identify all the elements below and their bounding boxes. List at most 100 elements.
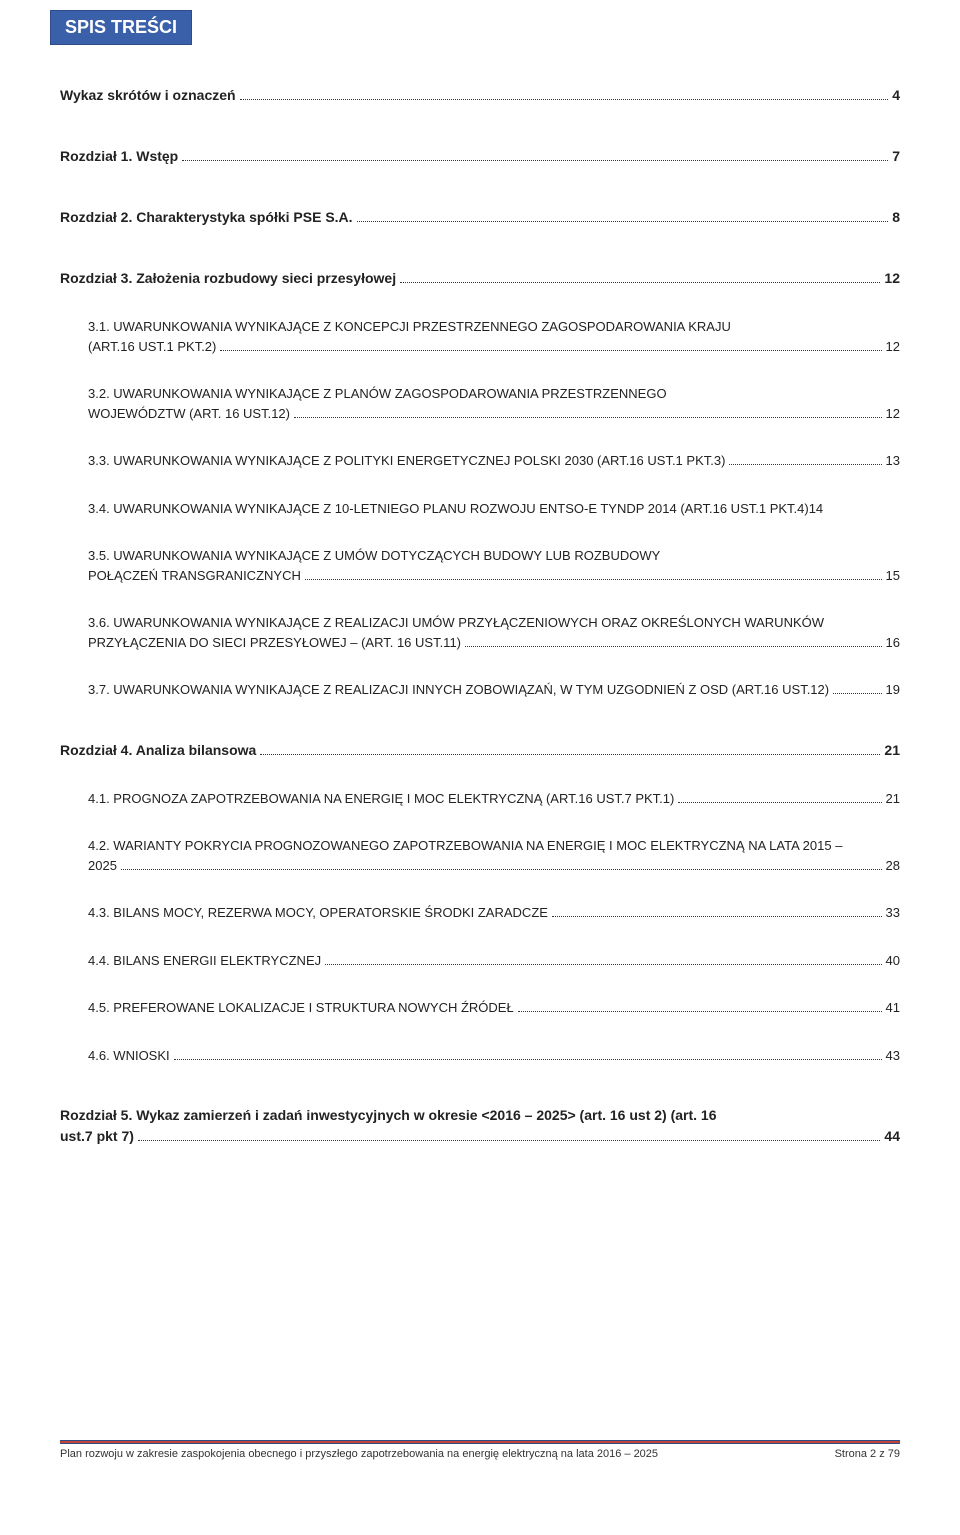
toc-entry-line2-row: WOJEWÓDZTW (ART. 16 UST.12) 12	[88, 404, 900, 424]
toc-leader-dots	[138, 1130, 881, 1141]
toc-entry-text: 4.4. BILANS ENERGII ELEKTRYCZNEJ	[88, 951, 321, 971]
toc-entry-multiline: 3.2. UWARUNKOWANIA WYNIKAJĄCE Z PLANÓW Z…	[88, 384, 900, 423]
toc-entry-page: 19	[886, 680, 900, 700]
toc-entry-line2-row: POŁĄCZEŃ TRANSGRANICZNYCH 15	[88, 566, 900, 586]
toc-entry[interactable]: Rozdział 5. Wykaz zamierzeń i zadań inwe…	[60, 1105, 900, 1147]
toc-entry-text-line1: 3.1. UWARUNKOWANIA WYNIKAJĄCE Z KONCEPCJ…	[88, 317, 900, 337]
toc-entry-text-line1: 3.6. UWARUNKOWANIA WYNIKAJĄCE Z REALIZAC…	[88, 613, 900, 633]
toc-entry[interactable]: 4.3. BILANS MOCY, REZERWA MOCY, OPERATOR…	[88, 903, 900, 923]
toc-entry-text: 3.7. UWARUNKOWANIA WYNIKAJĄCE Z REALIZAC…	[88, 680, 829, 700]
toc-entry[interactable]: Rozdział 4. Analiza bilansowa 21	[60, 740, 900, 761]
toc-entry-text-line2: 2025	[88, 856, 117, 876]
toc-entry-text: 3.3. UWARUNKOWANIA WYNIKAJĄCE Z POLITYKI…	[88, 451, 725, 471]
toc-leader-dots	[552, 907, 882, 917]
toc-entry-text-line2: PRZYŁĄCZENIA DO SIECI PRZESYŁOWEJ – (ART…	[88, 633, 461, 653]
toc-entry-multiline: 3.6. UWARUNKOWANIA WYNIKAJĄCE Z REALIZAC…	[88, 613, 900, 652]
toc-leader-dots	[220, 340, 881, 350]
toc-entry[interactable]: 4.1. PROGNOZA ZAPOTRZEBOWANIA NA ENERGIĘ…	[88, 789, 900, 809]
toc-entry[interactable]: 4.6. WNIOSKI 43	[88, 1046, 900, 1066]
toc-entry-multiline: 3.1. UWARUNKOWANIA WYNIKAJĄCE Z KONCEPCJ…	[88, 317, 900, 356]
toc-entry-text: Rozdział 4. Analiza bilansowa	[60, 740, 256, 761]
toc-entry[interactable]: 3.7. UWARUNKOWANIA WYNIKAJĄCE Z REALIZAC…	[88, 680, 900, 700]
toc-entry-text: 4.5. PREFEROWANE LOKALIZACJE I STRUKTURA…	[88, 998, 514, 1018]
toc-entry[interactable]: Wykaz skrótów i oznaczeń 4	[60, 85, 900, 106]
footer-right-text: Strona 2 z 79	[835, 1448, 900, 1460]
toc-entry-page: 15	[886, 566, 900, 586]
toc-entry[interactable]: 4.5. PREFEROWANE LOKALIZACJE I STRUKTURA…	[88, 998, 900, 1018]
toc-leader-dots	[400, 272, 880, 283]
toc-leader-dots	[465, 636, 882, 646]
toc-leader-dots	[121, 859, 882, 869]
toc-entry[interactable]: 4.4. BILANS ENERGII ELEKTRYCZNEJ 40	[88, 951, 900, 971]
toc-entry-text-line2: (ART.16 UST.1 PKT.2)	[88, 337, 216, 357]
toc-entry-text-line2: WOJEWÓDZTW (ART. 16 UST.12)	[88, 404, 290, 424]
toc-leader-dots	[240, 89, 889, 100]
toc-entry-text: 4.1. PROGNOZA ZAPOTRZEBOWANIA NA ENERGIĘ…	[88, 789, 674, 809]
toc-leader-dots	[294, 407, 882, 417]
toc-leader-dots	[305, 569, 882, 579]
toc-leader-dots	[260, 743, 880, 754]
toc-leader-dots	[678, 792, 881, 802]
toc-entry-text-line1: Rozdział 5. Wykaz zamierzeń i zadań inwe…	[60, 1105, 900, 1126]
toc-entry-line2-row: (ART.16 UST.1 PKT.2) 12	[88, 337, 900, 357]
toc-entry-page: 8	[892, 207, 900, 228]
toc-leader-dots	[729, 455, 881, 465]
toc-entry-text: 4.3. BILANS MOCY, REZERWA MOCY, OPERATOR…	[88, 903, 548, 923]
toc-entry-line2-row: ust.7 pkt 7) 44	[60, 1126, 900, 1147]
toc-entry-line2-row: PRZYŁĄCZENIA DO SIECI PRZESYŁOWEJ – (ART…	[88, 633, 900, 653]
toc-entry-page: 14	[809, 499, 823, 519]
toc-leader-dots	[357, 211, 889, 222]
toc-entry-page: 4	[892, 85, 900, 106]
toc-entry-text: Rozdział 1. Wstęp	[60, 146, 178, 167]
toc-entry[interactable]: 3.4. UWARUNKOWANIA WYNIKAJĄCE Z 10-LETNI…	[88, 499, 900, 519]
toc-entry[interactable]: Rozdział 3. Założenia rozbudowy sieci pr…	[60, 268, 900, 289]
toc-entry[interactable]: 3.6. UWARUNKOWANIA WYNIKAJĄCE Z REALIZAC…	[88, 613, 900, 652]
toc-leader-dots	[325, 954, 881, 964]
toc-entry[interactable]: Rozdział 1. Wstęp 7	[60, 146, 900, 167]
toc-entry-page: 44	[884, 1126, 900, 1147]
toc-leader-dots	[518, 1002, 882, 1012]
toc-entry-line2-row: 2025 28	[88, 856, 900, 876]
toc-entry-text-line2: ust.7 pkt 7)	[60, 1126, 134, 1147]
toc-entry[interactable]: 4.2. WARIANTY POKRYCIA PROGNOZOWANEGO ZA…	[88, 836, 900, 875]
toc-header-text: SPIS TREŚCI	[65, 17, 177, 37]
footer-divider	[60, 1440, 900, 1444]
toc-entry[interactable]: 3.1. UWARUNKOWANIA WYNIKAJĄCE Z KONCEPCJ…	[88, 317, 900, 356]
toc-leader-dots	[182, 150, 888, 161]
toc-entry[interactable]: 3.3. UWARUNKOWANIA WYNIKAJĄCE Z POLITYKI…	[88, 451, 900, 471]
toc-entry-multiline: 3.5. UWARUNKOWANIA WYNIKAJĄCE Z UMÓW DOT…	[88, 546, 900, 585]
toc-entry-page: 16	[886, 633, 900, 653]
toc-list: Wykaz skrótów i oznaczeń 4 Rozdział 1. Wst…	[60, 85, 900, 1147]
toc-entry[interactable]: Rozdział 2. Charakterystyka spółki PSE S…	[60, 207, 900, 228]
page-footer: Plan rozwoju w zakresie zaspokojenia obe…	[60, 1440, 900, 1460]
toc-entry-text-line1: 4.2. WARIANTY POKRYCIA PROGNOZOWANEGO ZA…	[88, 836, 900, 856]
toc-entry-text: Rozdział 2. Charakterystyka spółki PSE S…	[60, 207, 353, 228]
toc-entry-page: 13	[886, 451, 900, 471]
toc-entry-text-line1: 3.5. UWARUNKOWANIA WYNIKAJĄCE Z UMÓW DOT…	[88, 546, 900, 566]
footer-row: Plan rozwoju w zakresie zaspokojenia obe…	[60, 1448, 900, 1460]
toc-entry-text-line2: POŁĄCZEŃ TRANSGRANICZNYCH	[88, 566, 301, 586]
toc-entry[interactable]: 3.2. UWARUNKOWANIA WYNIKAJĄCE Z PLANÓW Z…	[88, 384, 900, 423]
toc-entry-page: 12	[886, 404, 900, 424]
toc-entry-multiline: Rozdział 5. Wykaz zamierzeń i zadań inwe…	[60, 1105, 900, 1147]
toc-entry-page: 12	[884, 268, 900, 289]
toc-entry-page: 12	[886, 337, 900, 357]
toc-entry-multiline: 4.2. WARIANTY POKRYCIA PROGNOZOWANEGO ZA…	[88, 836, 900, 875]
toc-entry-text: Rozdział 3. Założenia rozbudowy sieci pr…	[60, 268, 396, 289]
toc-entry-page: 21	[886, 789, 900, 809]
toc-entry-text: 4.6. WNIOSKI	[88, 1046, 170, 1066]
toc-entry-page: 7	[892, 146, 900, 167]
toc-entry-text: Wykaz skrótów i oznaczeń	[60, 85, 236, 106]
toc-leader-dots	[174, 1049, 882, 1059]
toc-leader-dots	[833, 684, 881, 694]
toc-entry-page: 21	[884, 740, 900, 761]
footer-left-text: Plan rozwoju w zakresie zaspokojenia obe…	[60, 1448, 658, 1460]
page-container: SPIS TREŚCI Wykaz skrótów i oznaczeń 4 Roz…	[0, 0, 960, 1480]
toc-entry-text-line1: 3.2. UWARUNKOWANIA WYNIKAJĄCE Z PLANÓW Z…	[88, 384, 900, 404]
toc-entry-page: 28	[886, 856, 900, 876]
toc-entry-page: 40	[886, 951, 900, 971]
toc-entry-page: 43	[886, 1046, 900, 1066]
toc-entry-text: 3.4. UWARUNKOWANIA WYNIKAJĄCE Z 10-LETNI…	[88, 499, 809, 519]
toc-header-tab: SPIS TREŚCI	[50, 10, 192, 45]
toc-entry[interactable]: 3.5. UWARUNKOWANIA WYNIKAJĄCE Z UMÓW DOT…	[88, 546, 900, 585]
